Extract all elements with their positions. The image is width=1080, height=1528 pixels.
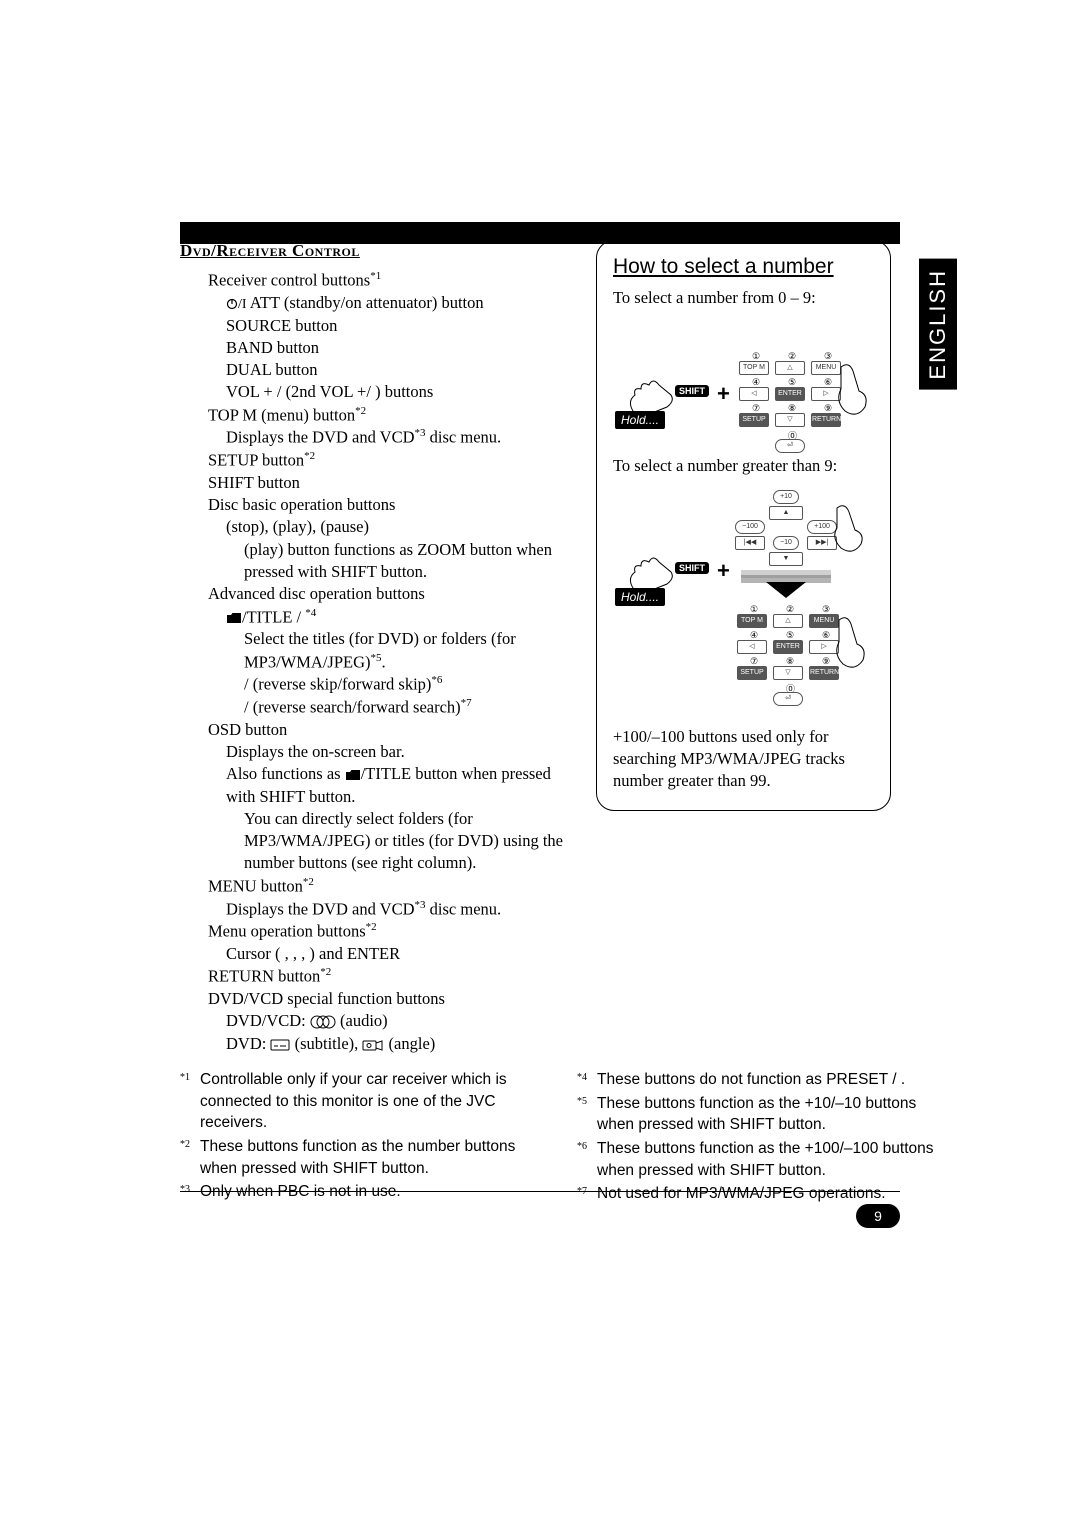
line: Disc basic operation buttons	[208, 494, 570, 516]
right-column: How to select a number To select a numbe…	[596, 240, 891, 1055]
remote-button: SETUP	[737, 666, 767, 680]
remote-button: ◁	[739, 387, 769, 401]
line: SHIFT button	[208, 472, 570, 494]
remote-button: ENTER	[773, 640, 803, 654]
plus-sign: +	[717, 381, 730, 407]
line: SOURCE button	[226, 315, 570, 337]
callout-note: +100/–100 buttons used only for searchin…	[613, 726, 874, 793]
remote-button: ▼	[769, 552, 803, 566]
finger-icon	[627, 377, 675, 417]
circle-num: ②	[786, 604, 794, 615]
footnotes: *1Controllable only if your car receiver…	[180, 1069, 950, 1207]
content-row: Dvd/Receiver Control Receiver control bu…	[180, 240, 950, 1055]
folder-icon	[226, 612, 242, 624]
remote-button: ENTER	[775, 387, 805, 401]
circle-num: ③	[822, 604, 830, 615]
remote-button: △	[775, 361, 805, 375]
shift-badge: SHIFT	[675, 562, 709, 574]
circle-num: ⑥	[822, 630, 830, 641]
remote-diagram-2: +10 ▲ −100 |◀◀ +100 ▶▶| −10 ▼ Hold.... S…	[613, 484, 874, 714]
callout-text: To select a number from 0 – 9:	[613, 287, 874, 309]
footnote: *2These buttons function as the number b…	[180, 1136, 553, 1179]
line: /TITLE / *4	[226, 606, 570, 629]
remote-button: +10	[773, 490, 799, 504]
line: Advanced disc operation buttons	[208, 583, 570, 605]
circle-num: ⑨	[822, 656, 830, 667]
line: Menu operation buttons*2	[208, 920, 570, 943]
line: Displays the DVD and VCD*3 disc menu.	[226, 898, 570, 921]
finger-icon	[835, 361, 875, 421]
line: You can directly select folders (for MP3…	[244, 808, 570, 875]
line: Displays the DVD and VCD*3 disc menu.	[226, 426, 570, 449]
line: VOL + / (2nd VOL +/ ) buttons	[226, 381, 570, 403]
remote-button: ⏎	[775, 439, 805, 453]
line: Receiver control buttons*1	[208, 269, 570, 292]
footnote: *1Controllable only if your car receiver…	[180, 1069, 553, 1134]
finger-icon	[831, 502, 871, 558]
circle-num: ⑤	[786, 630, 794, 641]
plus-sign: +	[717, 558, 730, 584]
line: MENU button*2	[208, 875, 570, 898]
line: / (reverse skip/forward skip)*6	[244, 673, 570, 696]
line: (play) button functions as ZOOM button w…	[244, 539, 570, 584]
page-number: 9	[856, 1204, 900, 1228]
remote-button: SETUP	[739, 413, 769, 427]
footnote: *3Only when PBC is not in use.	[180, 1181, 553, 1203]
remote-diagram-1: Hold.... SHIFT + ① ② ③ TOP M △ MENU ④ ⑤ …	[613, 315, 874, 445]
line: /I ATT (standby/on attenuator) button	[226, 292, 570, 315]
footnote: *5These buttons function as the +10/–10 …	[577, 1093, 950, 1136]
callout-box: How to select a number To select a numbe…	[596, 240, 891, 811]
footnote: *6These buttons function as the +100/–10…	[577, 1138, 950, 1181]
audio-icon	[310, 1015, 336, 1029]
line: RETURN button*2	[208, 965, 570, 988]
line: Cursor ( , , , ) and ENTER	[226, 943, 570, 965]
line: TOP M (menu) button*2	[208, 404, 570, 427]
circle-num: ④	[750, 630, 758, 641]
remote-button: ▽	[775, 413, 805, 427]
callout-text: To select a number greater than 9:	[613, 455, 874, 477]
footnotes-right: *4These buttons do not function as PRESE…	[577, 1069, 950, 1207]
remote-button: ◁	[737, 640, 767, 654]
remote-button: ▲	[769, 506, 803, 520]
language-tab: ENGLISH	[919, 259, 957, 390]
left-column: Dvd/Receiver Control Receiver control bu…	[180, 240, 570, 1055]
line: BAND button	[226, 337, 570, 359]
line: DVD/VCD: (audio)	[226, 1010, 570, 1032]
line: DUAL button	[226, 359, 570, 381]
remote-button: |◀◀	[735, 536, 765, 550]
footnote: *4These buttons do not function as PRESE…	[577, 1069, 950, 1091]
remote-button: TOP M	[739, 361, 769, 375]
line: OSD button	[208, 719, 570, 741]
line: / (reverse search/forward search)*7	[244, 696, 570, 719]
remote-button: −10	[773, 536, 799, 550]
angle-icon	[362, 1038, 384, 1052]
callout-title: How to select a number	[613, 255, 874, 279]
remote-button: TOP M	[737, 614, 767, 628]
page: ENGLISH Dvd/Receiver Control Receiver co…	[0, 0, 1080, 1528]
line: DVD: (subtitle), (angle)	[226, 1033, 570, 1055]
footer-rule	[180, 1191, 900, 1192]
finger-icon	[627, 554, 675, 594]
circle-num: ⑧	[786, 656, 794, 667]
finger-icon	[833, 614, 873, 674]
circle-num: ⑦	[750, 656, 758, 667]
remote-button: △	[773, 614, 803, 628]
line: SETUP button*2	[208, 449, 570, 472]
shift-badge: SHIFT	[675, 385, 709, 397]
remote-button: ⏎	[773, 692, 803, 706]
line: (stop), (play), (pause)	[226, 516, 570, 538]
subtitle-icon	[270, 1038, 290, 1052]
line: Select the titles (for DVD) or folders (…	[244, 628, 570, 673]
footnote: *7Not used for MP3/WMA/JPEG operations.	[577, 1183, 950, 1205]
arrow-down-icon	[741, 570, 831, 600]
power-icon	[226, 298, 238, 310]
folder-icon	[345, 769, 361, 781]
line: Displays the on-screen bar.	[226, 741, 570, 763]
circle-num: ①	[750, 604, 758, 615]
remote-button: ▽	[773, 666, 803, 680]
footnotes-left: *1Controllable only if your car receiver…	[180, 1069, 553, 1207]
line: DVD/VCD special function buttons	[208, 988, 570, 1010]
remote-button: −100	[735, 520, 765, 534]
line: Also functions as /TITLE button when pre…	[226, 763, 570, 808]
